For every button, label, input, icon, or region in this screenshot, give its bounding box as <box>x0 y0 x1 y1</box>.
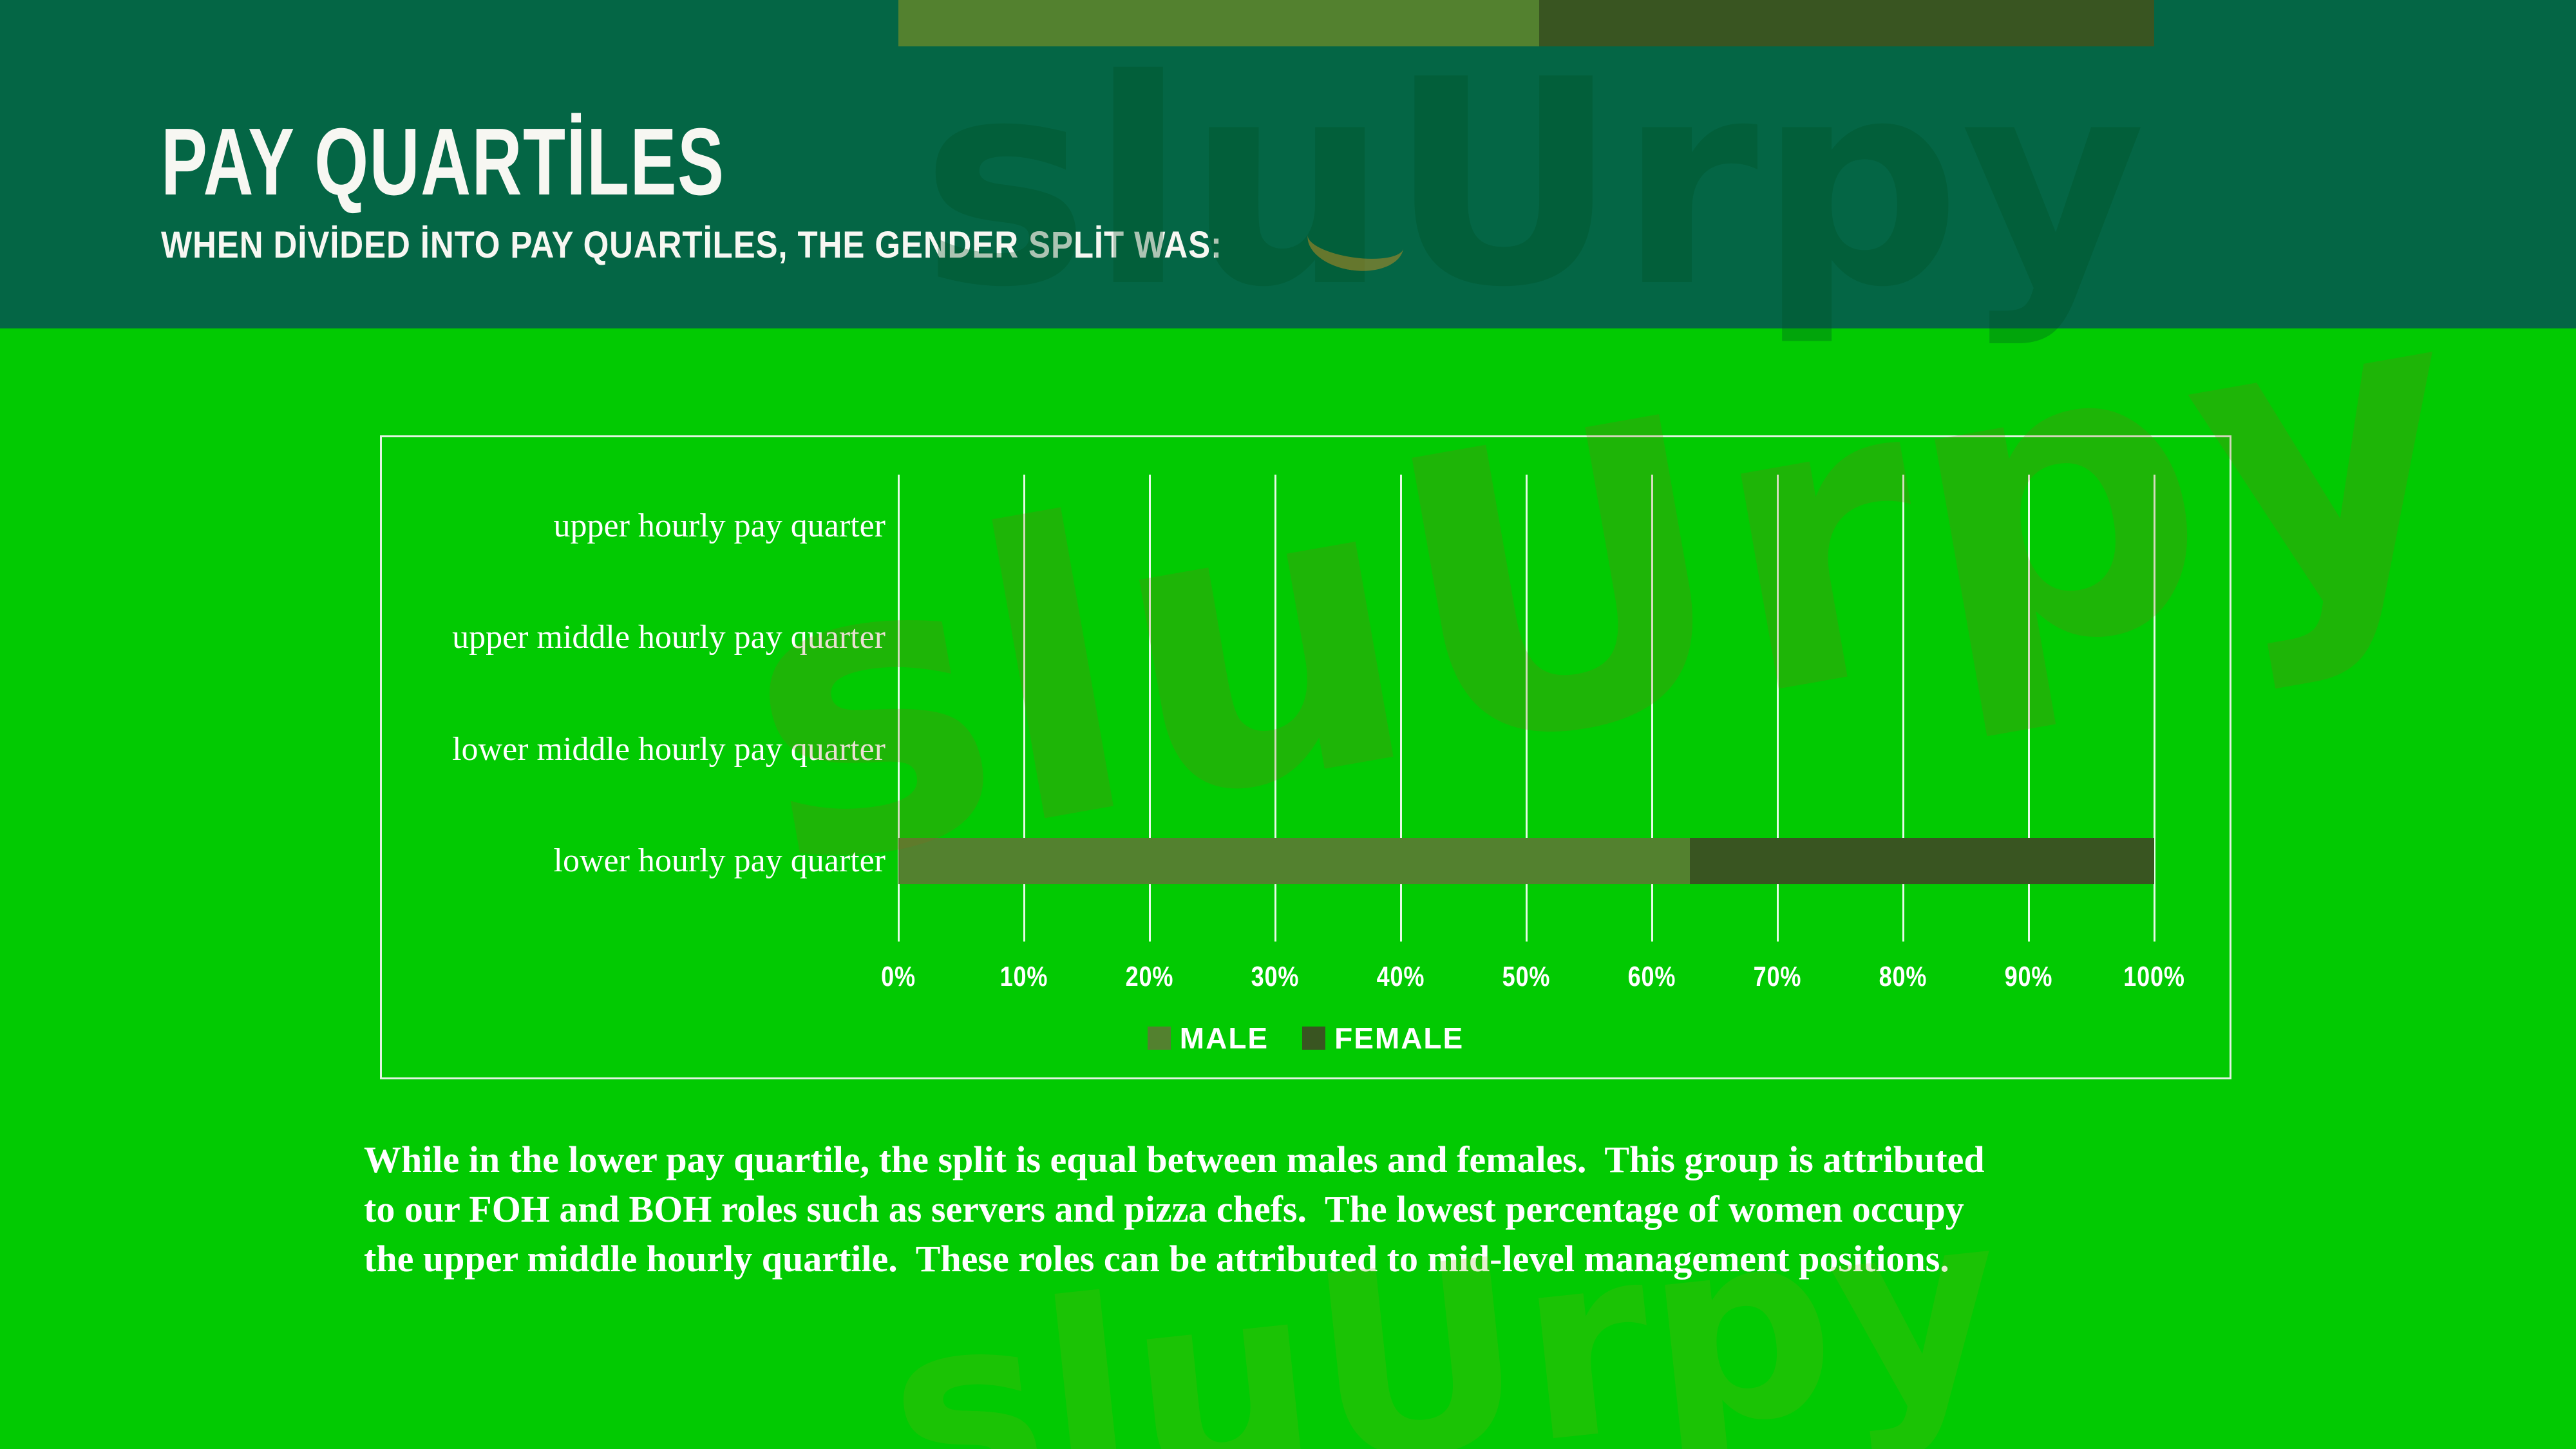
x-tick-label: 50% <box>1502 961 1551 992</box>
gridline <box>2028 475 2030 942</box>
body-paragraph: While in the lower pay quartile, the spl… <box>364 1135 2264 1283</box>
x-tick-label: 0% <box>881 961 916 992</box>
legend-male-label: MALE <box>1179 1021 1269 1055</box>
bar-female-segment <box>1689 838 2154 884</box>
gridline <box>1777 475 1779 942</box>
gridlines <box>898 475 2155 942</box>
bar-row <box>898 0 2154 46</box>
category-label: upper middle hourly pay quarter <box>452 619 886 656</box>
x-tick-label: 60% <box>1627 961 1676 992</box>
page-title: PAY QUARTİLES <box>161 109 725 215</box>
x-tick-label: 40% <box>1376 961 1425 992</box>
gridline <box>1149 475 1151 942</box>
legend-female-label: FEMALE <box>1334 1021 1464 1055</box>
gridline <box>1651 475 1653 942</box>
gridline <box>2154 475 2155 942</box>
legend-item-female: FEMALE <box>1302 1021 1464 1056</box>
bar-female-segment <box>1539 0 2154 46</box>
chart-panel <box>380 435 2231 1079</box>
x-tick-label: 100% <box>2123 961 2185 992</box>
bar-male-segment <box>898 0 1539 46</box>
paragraph-line: While in the lower pay quartile, the spl… <box>364 1139 1985 1180</box>
paragraph-line: the upper middle hourly quartile. These … <box>364 1238 1949 1280</box>
paragraph-line: to our FOH and BOH roles such as servers… <box>364 1188 1964 1230</box>
category-label: upper hourly pay quarter <box>553 507 886 544</box>
gridline <box>1526 475 1528 942</box>
x-tick-label: 70% <box>1753 961 1802 992</box>
legend-male-swatch <box>1147 1027 1171 1050</box>
gridline <box>1400 475 1402 942</box>
bar-male-segment <box>898 838 1690 884</box>
x-tick-label: 90% <box>2004 961 2053 992</box>
category-label: lower middle hourly pay quarter <box>452 731 886 768</box>
x-axis: 0% 10% 20% 30% 40% 50% 60% 70% 80% 90% 100% <box>881 961 2184 994</box>
x-tick-label: 10% <box>999 961 1048 992</box>
legend-item-male: MALE <box>1147 1021 1269 1056</box>
gridline <box>898 475 900 942</box>
gridline <box>1274 475 1276 942</box>
legend: MALE FEMALE <box>380 1021 2231 1056</box>
x-tick-label: 20% <box>1125 961 1174 992</box>
gridline <box>1023 475 1025 942</box>
category-label: lower hourly pay quarter <box>553 842 886 879</box>
header-band: PAY QUARTİLES WHEN DİVİDED İNTO PAY QUAR… <box>0 0 2576 328</box>
bar-row <box>898 838 2154 884</box>
x-tick-label: 30% <box>1251 961 1300 992</box>
page-subtitle: WHEN DİVİDED İNTO PAY QUARTİLES, THE GEN… <box>161 224 1222 266</box>
x-tick-label: 80% <box>1879 961 1927 992</box>
legend-female-swatch <box>1302 1027 1326 1050</box>
gridline <box>1902 475 1904 942</box>
